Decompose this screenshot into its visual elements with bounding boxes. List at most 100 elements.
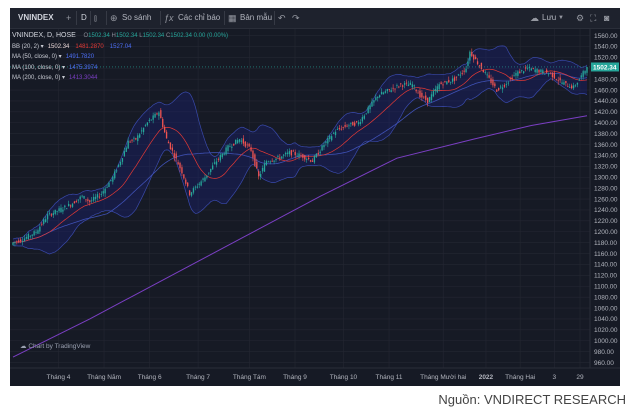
candle-body (131, 139, 133, 141)
candle-body (444, 81, 446, 82)
candle-body (419, 90, 421, 98)
toolbar-divider (160, 11, 161, 25)
legend-indicator-row[interactable]: MA (200, close, 0) ▾ 1413.3044 (12, 73, 228, 84)
candle-body (570, 85, 573, 89)
redo-icon[interactable]: ↷ (292, 13, 300, 23)
symbol-search[interactable]: VNINDEX (18, 13, 54, 22)
candle-body (536, 69, 538, 73)
candle-body (46, 214, 49, 220)
undo-icon[interactable]: ↶ (278, 13, 286, 23)
tradingview-logo-icon: ☁ (20, 343, 27, 350)
fullscreen-icon[interactable]: ⛶ (590, 13, 597, 23)
settings-icon[interactable]: ⚙ (576, 13, 585, 23)
candle-body (283, 154, 285, 156)
candle-body (498, 87, 500, 91)
interval-button[interactable]: D (81, 13, 87, 22)
candle-body (584, 70, 586, 74)
candle-body (440, 82, 442, 85)
candle-body (196, 186, 198, 188)
candle-body (48, 212, 51, 214)
price-tick-label: 1480.00 (594, 76, 618, 83)
legend-indicator-row[interactable]: MA (50, close, 0) ▾ 1491.7820 (12, 52, 228, 63)
candle-body (344, 124, 346, 127)
candle-body (532, 68, 534, 69)
candle-body (98, 196, 101, 198)
source-caption: Nguồn: VNDIRECT RESEARCH (438, 392, 626, 407)
candle-body (21, 240, 24, 242)
candle-body (208, 172, 210, 174)
save-button[interactable]: Lưu (542, 13, 557, 22)
candle-body (267, 161, 269, 163)
candle-body (129, 141, 131, 143)
candle-body (465, 68, 467, 73)
candle-body (398, 86, 400, 88)
candle-body (198, 183, 200, 185)
candle-body (246, 144, 248, 146)
tradingview-branding[interactable]: ☁ Chart by TradingView (20, 342, 90, 350)
candle-body (158, 112, 160, 117)
candle-body (206, 175, 208, 178)
price-tick-label: 1020.00 (594, 327, 618, 334)
candle-body (407, 84, 410, 87)
candle-body (263, 163, 266, 172)
candle-body (167, 141, 170, 144)
candle-body (300, 155, 302, 156)
candles-icon[interactable]: ⫾ (94, 13, 97, 23)
candle-body (334, 131, 337, 136)
candle-body (137, 135, 139, 142)
candle-body (188, 190, 191, 196)
candle-body (165, 131, 168, 139)
candle-body (29, 235, 31, 237)
legend-indicator-row[interactable]: BB (20, 2) ▾ 1502.34 1481.2870 1527.04 (12, 42, 228, 53)
candle-body (321, 145, 323, 151)
templates-icon[interactable]: ▦ (228, 13, 237, 23)
candle-body (313, 156, 316, 163)
candle-body (371, 101, 373, 107)
candle-body (430, 94, 433, 101)
candle-body (248, 143, 250, 147)
candle-body (35, 232, 37, 233)
candle-body (288, 151, 291, 155)
candle-body (213, 162, 216, 164)
legend-indicator-label: BB (20, 2) ▾ (12, 43, 44, 50)
candle-body (281, 156, 283, 159)
candle-body (271, 160, 273, 162)
candle-body (526, 67, 529, 69)
candle-body (434, 88, 437, 92)
chevron-down-icon[interactable]: ▼ (558, 15, 564, 21)
camera-icon[interactable]: ◙ (604, 13, 610, 23)
candle-body (223, 153, 225, 155)
legend-indicators: BB (20, 2) ▾ 1502.34 1481.2870 1527.04 MA (5… (12, 42, 228, 84)
price-tick-label: 1300.00 (594, 175, 618, 182)
candle-body (112, 176, 114, 182)
candle-body (16, 241, 18, 243)
templates-button[interactable]: Bản mẫu (240, 13, 273, 22)
candle-body (363, 115, 365, 119)
candle-body (119, 161, 122, 166)
candle-body (219, 155, 222, 161)
compare-icon[interactable]: ⊕ (110, 13, 118, 23)
candle-body (211, 165, 214, 170)
plus-icon[interactable]: + (66, 13, 72, 23)
open-label: O (83, 33, 89, 39)
candle-body (355, 121, 358, 123)
legend-indicator-row[interactable]: MA (100, close, 0) ▾ 1475.3974 (12, 63, 228, 74)
candle-body (173, 153, 175, 158)
compare-button[interactable]: So sánh (122, 13, 152, 22)
close-label: C (165, 33, 171, 39)
cloud-icon[interactable]: ☁ (530, 13, 539, 23)
indicators-icon[interactable]: ƒx (164, 13, 174, 23)
candle-body (221, 153, 223, 158)
price-tick-label: 1420.00 (594, 109, 618, 116)
candle-body (492, 79, 494, 86)
candle-body (515, 73, 517, 76)
price-chart[interactable]: 960.00 980.00 1000.00 1020.00 1040.00 1060.00… (10, 8, 620, 386)
candle-body (350, 122, 352, 124)
indicators-button[interactable]: Các chỉ báo (178, 13, 221, 22)
candle-body (115, 170, 118, 172)
candle-body (236, 140, 239, 144)
time-tick-label: Tháng Năm (87, 374, 121, 381)
candle-body (210, 168, 212, 173)
candle-body (14, 241, 16, 243)
candle-body (183, 174, 185, 179)
